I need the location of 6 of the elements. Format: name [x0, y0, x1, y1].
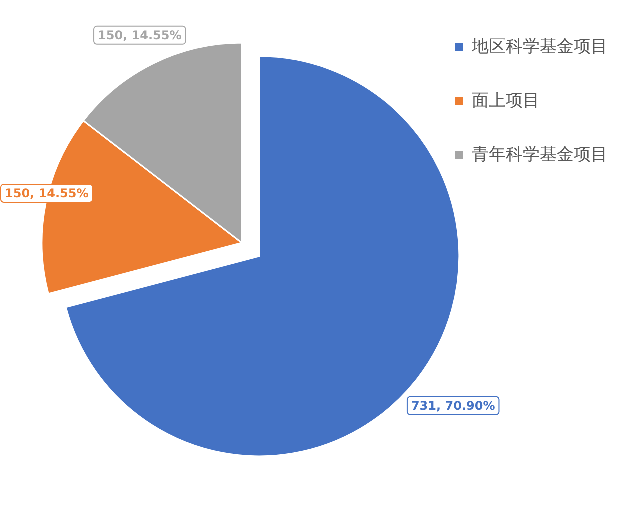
data-label: 150, 14.55% [98, 28, 182, 42]
legend-label: 地区科学基金项目 [471, 37, 608, 57]
data-label: 731, 70.90% [411, 398, 496, 413]
data-label: 150, 14.55% [5, 186, 89, 200]
legend-label: 青年科学基金项目 [472, 145, 608, 165]
legend-label: 面上项目 [472, 91, 540, 111]
